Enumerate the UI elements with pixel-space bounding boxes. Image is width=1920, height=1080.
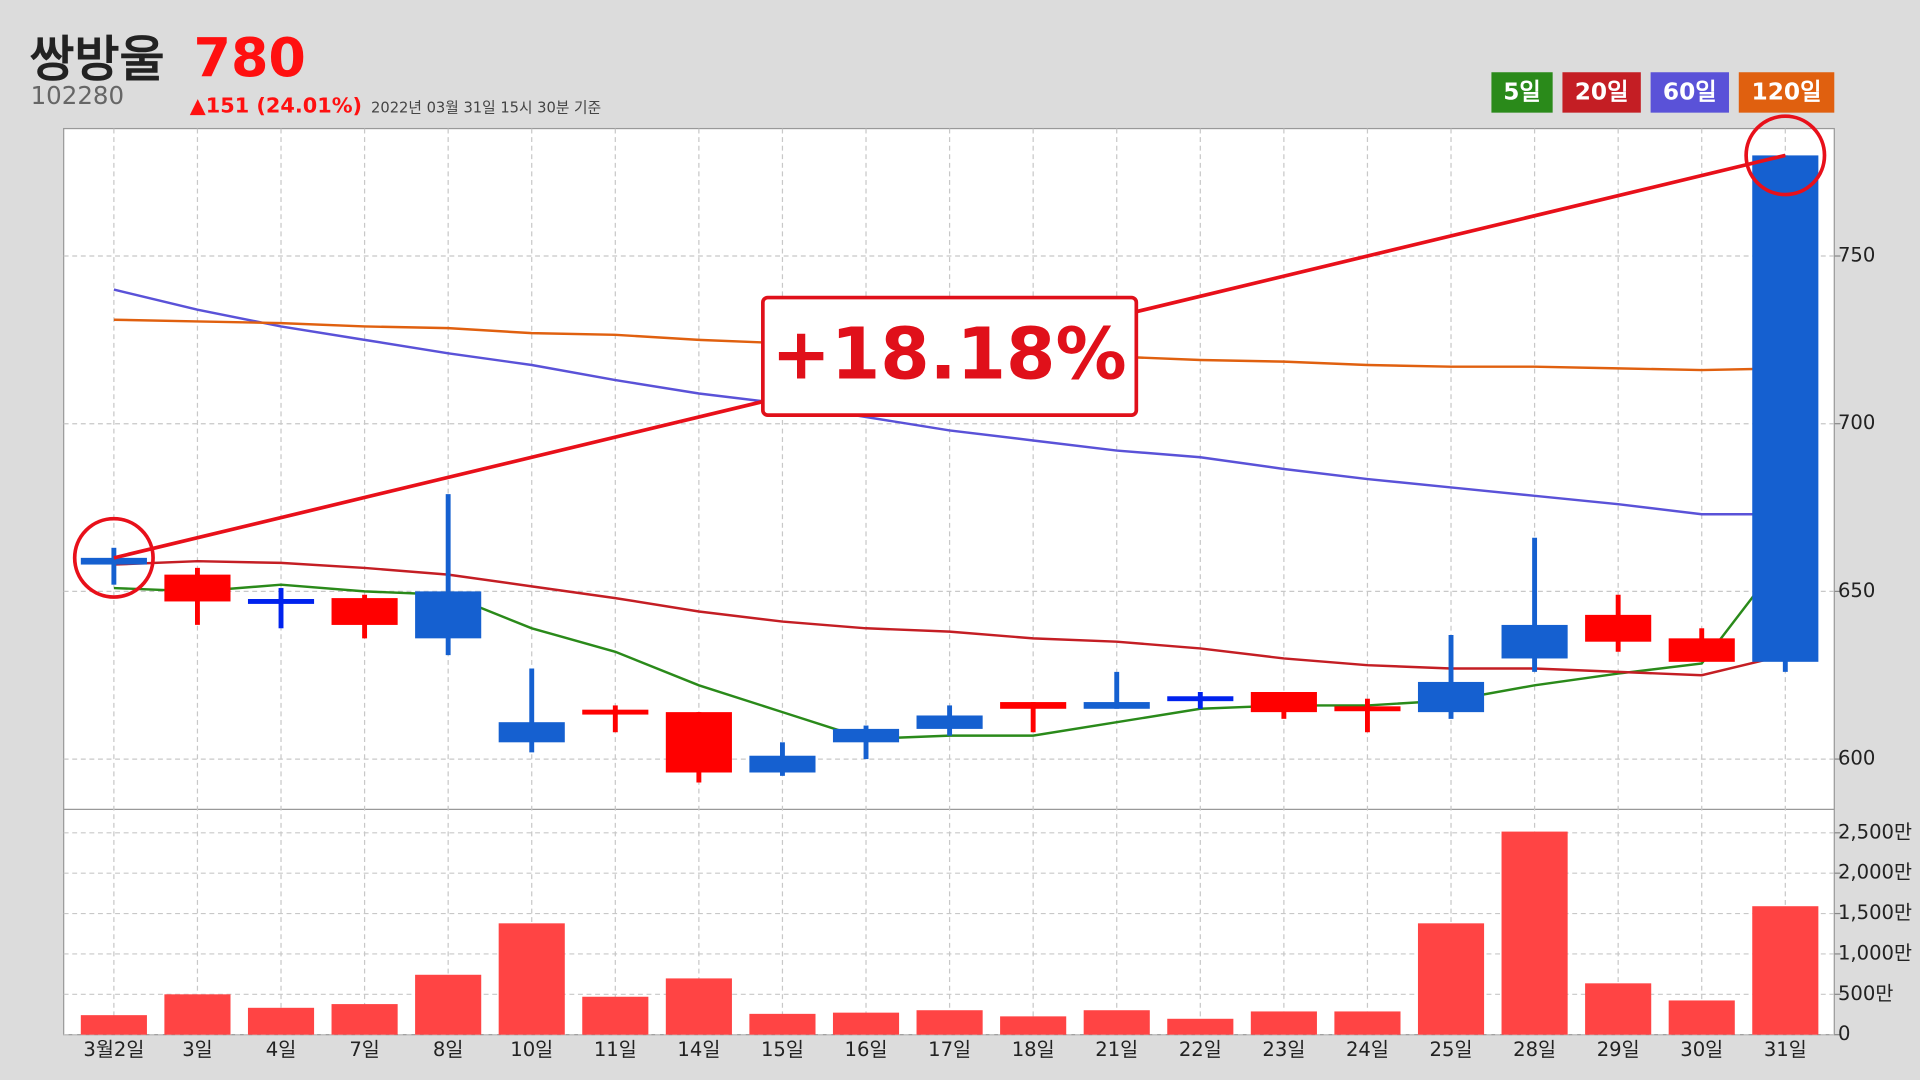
x-tick-label: 14일 — [677, 1038, 720, 1061]
candle-body — [1668, 638, 1735, 662]
y-tick-label: 1,500만 — [1838, 901, 1912, 924]
volume-bar — [1585, 983, 1652, 1035]
volume-bar — [916, 1010, 983, 1035]
candle-body — [916, 715, 983, 729]
x-tick-label: 23일 — [1262, 1038, 1305, 1061]
x-tick-label: 22일 — [1179, 1038, 1222, 1061]
y-tick-label: 600 — [1838, 747, 1875, 770]
volume-bar — [1668, 1000, 1735, 1035]
candle-body — [1585, 614, 1652, 642]
candle-body — [415, 591, 482, 639]
moving-average-line — [113, 288, 1786, 516]
candle-body — [1083, 702, 1150, 709]
legend-button[interactable] — [1562, 72, 1641, 113]
volume-bar — [247, 1007, 315, 1035]
legend-label[interactable]: 20일 — [1575, 79, 1629, 106]
x-tick-label: 3일 — [182, 1038, 212, 1061]
volume-bar — [1417, 923, 1485, 1035]
volume-bar — [749, 1013, 816, 1035]
x-tick-label: 11일 — [594, 1038, 637, 1061]
volume-bar — [1501, 831, 1568, 1035]
x-tick-label: 29일 — [1597, 1038, 1640, 1061]
x-tick-label: 17일 — [928, 1038, 971, 1061]
x-tick-label: 18일 — [1012, 1038, 1055, 1061]
x-tick-label: 30일 — [1680, 1038, 1723, 1061]
legend-button[interactable] — [1738, 72, 1835, 113]
x-tick-label: 16일 — [845, 1038, 888, 1061]
volume-bar — [331, 1004, 398, 1035]
annotation-text: +18.18% — [771, 312, 1126, 395]
highlight-circle — [1744, 114, 1827, 197]
candle-body — [1250, 692, 1317, 713]
price-change: ▲151 (24.01%) — [190, 94, 362, 118]
x-tick-label: 25일 — [1430, 1038, 1473, 1061]
volume-bar — [1083, 1010, 1150, 1035]
candle-body — [582, 709, 649, 715]
x-tick-label: 4일 — [266, 1038, 296, 1061]
x-tick-label: 8일 — [433, 1038, 463, 1061]
volume-bar — [582, 996, 649, 1035]
legend-button[interactable] — [1491, 72, 1553, 113]
candle-body — [1000, 702, 1067, 709]
timestamp: 2022년 03월 31일 15시 30분 기준 — [371, 100, 601, 117]
candle-body — [247, 599, 315, 604]
x-tick-label: 15일 — [761, 1038, 804, 1061]
highlight-circle — [72, 516, 155, 599]
legend-label[interactable]: 60일 — [1663, 79, 1717, 106]
candle-body — [80, 557, 147, 565]
layers: 600 650 700 750 120일 60일 20일 5일 0 500만 1,000만 1,500… — [63, 72, 1912, 1061]
x-tick-label: 24일 — [1346, 1038, 1389, 1061]
candle-body — [1417, 681, 1485, 713]
volume-bar — [665, 978, 732, 1035]
candle-body — [331, 598, 398, 625]
volume-bar — [498, 923, 565, 1035]
candle-body — [1334, 706, 1401, 712]
candle-body — [1752, 155, 1819, 662]
y-tick-label: 750 — [1838, 244, 1875, 267]
moving-average-line — [113, 559, 1786, 677]
y-tick-label: 700 — [1838, 411, 1875, 434]
y-tick-label: 2,500만 — [1838, 820, 1912, 843]
y-tick-label: 650 — [1838, 579, 1875, 602]
moving-average-line — [113, 553, 1787, 741]
y-tick-label: 1,000만 — [1838, 941, 1912, 964]
volume-bar — [1167, 1018, 1234, 1035]
candle-body — [749, 755, 816, 773]
volume-bar — [1334, 1011, 1401, 1035]
legend-label[interactable]: 120일 — [1752, 79, 1822, 106]
x-tick-label: 28일 — [1513, 1038, 1556, 1061]
candle-body — [832, 728, 900, 743]
candle-body — [1501, 624, 1568, 659]
volume-bar — [80, 1015, 147, 1035]
x-tick-label: 3월2일 — [83, 1038, 144, 1061]
volume-bar — [1000, 1016, 1067, 1035]
volume-bar — [832, 1012, 900, 1035]
volume-bar — [1250, 1011, 1317, 1035]
stock-price: 780 — [193, 26, 305, 89]
volume-bar — [164, 994, 231, 1035]
candle-body — [1167, 696, 1234, 702]
y-tick-label: 0 — [1838, 1022, 1850, 1045]
y-tick-label: 500만 — [1838, 982, 1893, 1005]
x-tick-label: 21일 — [1095, 1038, 1138, 1061]
candle-body — [164, 574, 231, 602]
plot-area — [63, 127, 1835, 1036]
x-tick-label: 31일 — [1764, 1038, 1807, 1061]
x-tick-label: 7일 — [349, 1038, 379, 1061]
volume-bar — [415, 974, 482, 1035]
candle-body — [498, 722, 565, 743]
volume-bar — [1752, 906, 1819, 1035]
legend-button[interactable] — [1650, 72, 1729, 113]
stock-code: 102280 — [31, 81, 124, 110]
x-tick-label: 10일 — [510, 1038, 553, 1061]
legend-label[interactable]: 5일 — [1503, 79, 1541, 106]
stock-name: 쌍방울 — [29, 31, 164, 88]
annotation-box — [761, 295, 1139, 417]
y-tick-label: 2,000만 — [1838, 861, 1912, 884]
candle-body — [665, 712, 732, 773]
